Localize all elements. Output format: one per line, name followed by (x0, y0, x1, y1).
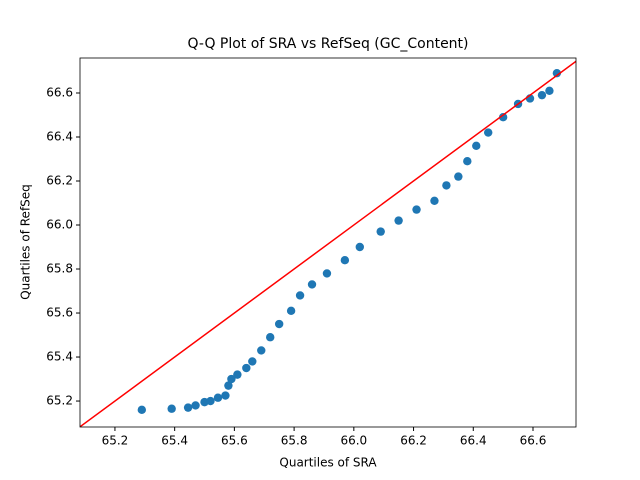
point (442, 181, 451, 190)
y-tick-label: 65.8 (46, 262, 73, 276)
point (552, 68, 562, 78)
y-tick-label: 66.4 (46, 129, 73, 143)
point (498, 112, 508, 122)
point (137, 405, 147, 415)
point (167, 404, 176, 413)
point (545, 86, 554, 95)
point (537, 90, 547, 100)
point (266, 333, 275, 342)
point (355, 242, 365, 252)
x-tick-label: 65.4 (161, 434, 188, 448)
point (248, 357, 257, 366)
x-tick-label: 65.6 (221, 434, 248, 448)
point (430, 196, 439, 206)
point (412, 205, 421, 214)
y-tick-label: 65.4 (46, 350, 73, 364)
plot-area (80, 60, 576, 427)
point (224, 381, 233, 390)
x-tick-label: 66.4 (460, 434, 487, 448)
y-tick-label: 66.0 (46, 218, 73, 232)
y-tick-label: 66.2 (46, 174, 73, 188)
y-axis-label: Quartiles of RefSeq (19, 184, 33, 300)
reference-line (80, 60, 576, 427)
point (463, 156, 472, 166)
point (227, 374, 236, 384)
point (322, 269, 332, 278)
x-tick-label: 65.8 (281, 434, 308, 448)
point (221, 391, 230, 400)
point (454, 172, 463, 181)
chart-title: Q-Q Plot of SRA vs RefSeq (GC_Content) (187, 36, 468, 52)
point (233, 370, 242, 379)
point (183, 403, 193, 412)
point (484, 128, 493, 137)
x-tick-label: 66.0 (340, 434, 367, 448)
point (394, 216, 403, 225)
y-tick-label: 66.6 (46, 85, 73, 99)
point (274, 319, 284, 329)
point (472, 141, 481, 150)
point (307, 280, 317, 289)
x-tick-label: 66.2 (400, 434, 427, 448)
point (286, 306, 296, 316)
point (340, 256, 350, 265)
x-tick-label: 66.6 (520, 434, 547, 448)
point (191, 401, 200, 410)
x-tick-label: 65.2 (102, 434, 129, 448)
point (257, 346, 266, 355)
y-tick-label: 65.2 (46, 394, 73, 408)
x-axis-label: Quartiles of SRA (279, 456, 377, 470)
plot-frame (79, 57, 577, 428)
point (213, 393, 223, 402)
point (295, 291, 305, 300)
y-tick-label: 65.6 (46, 306, 73, 320)
point (376, 227, 385, 236)
point (206, 396, 215, 406)
point (242, 363, 251, 373)
